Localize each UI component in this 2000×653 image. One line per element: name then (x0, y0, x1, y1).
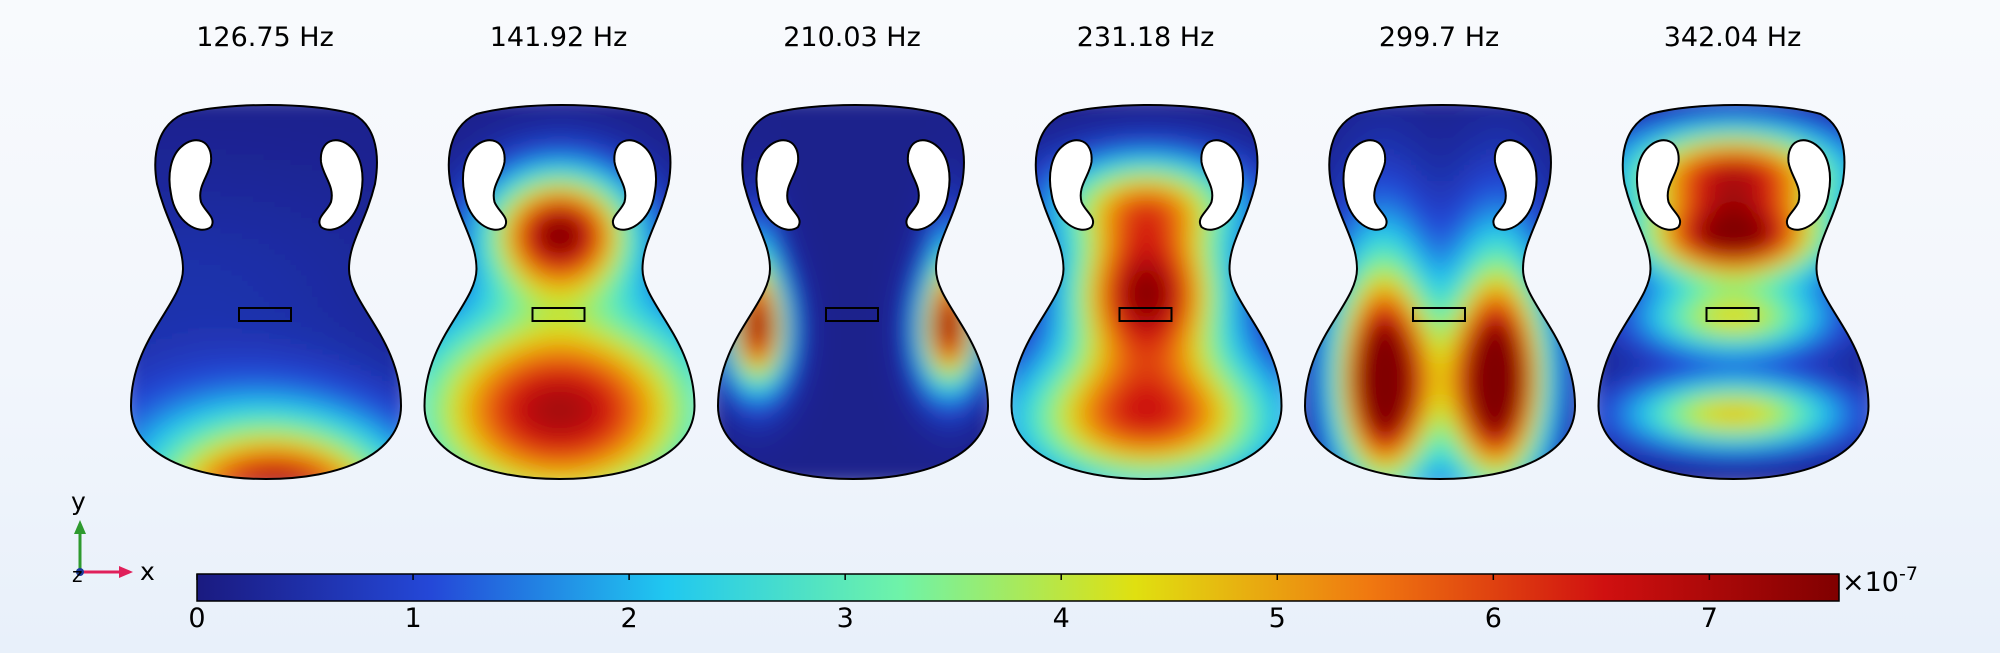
sound-hole-right (1198, 139, 1245, 231)
colorbar-tick-label: 4 (1053, 603, 1070, 634)
field-map (1011, 105, 1282, 479)
field-map (1305, 105, 1575, 479)
bridge-outline (238, 307, 292, 322)
body-outline (1303, 104, 1577, 481)
z-axis-marker (76, 568, 84, 576)
colorbar-tick-label: 2 (621, 603, 638, 634)
frequency-label: 231.18 Hz (1077, 22, 1215, 53)
sound-hole-right (1785, 139, 1832, 231)
mode-shape-plots: 126.75 Hz 141.92 Hz 210.03 Hz 231.18 Hz 299.… (129, 22, 1870, 481)
colorbar-tick-label: 0 (188, 603, 205, 634)
mode-plot: 299.7 Hz (1303, 22, 1577, 481)
z-axis-label: z (72, 563, 83, 587)
field-map (131, 105, 401, 479)
colorbar-tick-label: 5 (1269, 603, 1286, 634)
mode-plot: 342.04 Hz (1597, 22, 1870, 481)
colorbar: 0 1 2 3 4 5 6 7 ×10-7 (188, 563, 1918, 634)
sound-hole-left (168, 139, 214, 231)
bridge-outline (1412, 307, 1466, 322)
colorbar-exponent: ×10-7 (1842, 563, 1918, 598)
bridge-outline (531, 307, 586, 322)
x-axis-label: x (140, 557, 155, 586)
sound-hole-right (905, 139, 951, 231)
frequency-label: 141.92 Hz (490, 22, 628, 53)
frequency-label: 126.75 Hz (196, 22, 334, 53)
colorbar-tick-label: 3 (837, 603, 854, 634)
axis-triad: y x z (71, 487, 155, 587)
body-outline (716, 104, 990, 481)
sound-hole-left (755, 139, 801, 231)
body-outline (1010, 104, 1283, 481)
field-map (424, 105, 695, 479)
frequency-label: 299.7 Hz (1379, 22, 1499, 53)
bridge-outline (1705, 307, 1760, 322)
x-arrowhead (119, 566, 133, 578)
exponent-power: -7 (1899, 563, 1918, 585)
mode-plot: 141.92 Hz (423, 22, 696, 481)
colorbar-tick-label: 6 (1485, 603, 1502, 634)
bridge-outline (825, 307, 879, 322)
sound-hole-right (318, 139, 364, 231)
bridge-outline (1118, 307, 1173, 322)
sound-hole-left (1048, 139, 1095, 231)
frequency-label: 210.03 Hz (783, 22, 921, 53)
colorbar-tick-label: 1 (404, 603, 421, 634)
mode-plot: 231.18 Hz (1010, 22, 1283, 481)
field-map (718, 105, 988, 479)
exponent-base: ×10 (1842, 567, 1899, 598)
sound-hole-right (1492, 139, 1538, 231)
colorbar-gradient (196, 573, 1840, 602)
body-outline (129, 104, 403, 481)
colorbar-tick-label: 7 (1701, 603, 1718, 634)
field-map (1598, 105, 1869, 479)
mode-plot: 126.75 Hz (129, 22, 403, 481)
sound-hole-right (611, 139, 658, 231)
frequency-label: 342.04 Hz (1664, 22, 1802, 53)
sound-hole-left (1342, 139, 1388, 231)
y-axis-label: y (71, 487, 86, 516)
body-outline (423, 104, 696, 481)
y-arrowhead (74, 520, 86, 534)
sound-hole-left (461, 139, 508, 231)
sound-hole-left (1635, 139, 1682, 231)
mode-plot: 210.03 Hz (716, 22, 990, 481)
body-outline (1597, 104, 1870, 481)
colorbar-ticks: 0 1 2 3 4 5 6 7 (188, 574, 1718, 634)
